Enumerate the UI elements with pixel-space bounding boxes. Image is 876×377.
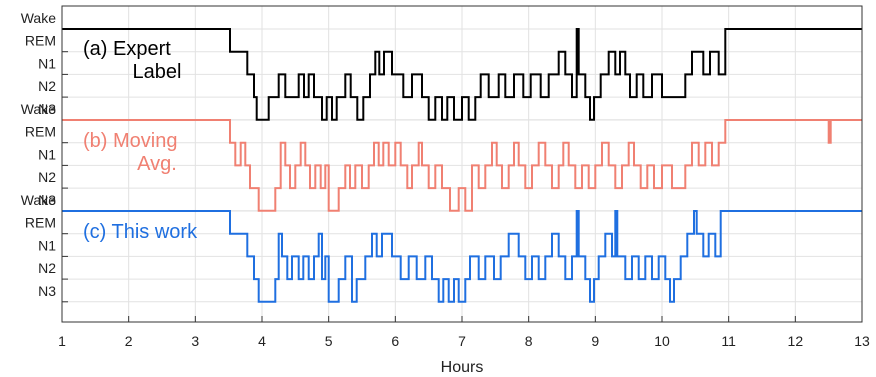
x-tick-label: 7 (458, 333, 466, 349)
x-tick-labels: 1 2 3 4 5 6 7 8 9 10 11 12 13 (58, 333, 870, 349)
x-tick-label: 2 (125, 333, 133, 349)
stage-label-n1: N1 (38, 237, 56, 253)
x-tick-label: 9 (591, 333, 599, 349)
stage-label-n2: N2 (38, 169, 56, 185)
x-axis-title: Hours (441, 359, 484, 376)
stage-label-n3: N3 (38, 283, 56, 299)
x-tick-label: 1 (58, 333, 66, 349)
x-tick-label: 12 (788, 333, 804, 349)
stage-label-wake: Wake (21, 101, 56, 117)
x-tick-label: 4 (258, 333, 266, 349)
grid (61, 6, 863, 322)
stage-label-rem: REM (25, 33, 56, 49)
stage-label-n2: N2 (38, 78, 56, 94)
x-tick-label: 11 (721, 333, 736, 349)
x-tick-label: 3 (191, 333, 199, 349)
panel-label-3: (c) This work (83, 221, 198, 243)
stage-label-wake: Wake (21, 192, 56, 208)
stage-label-rem: REM (25, 215, 56, 231)
stage-label-n3: N3 (38, 101, 56, 117)
panel-label-2: (b) Moving (83, 130, 177, 152)
x-tick-label: 5 (325, 333, 333, 349)
stage-label-n3: N3 (38, 192, 56, 208)
panel-label-1: (a) Expert (83, 38, 171, 60)
plot-frame (61, 5, 863, 323)
panel-label-1: Label (133, 61, 182, 83)
panel-label-2: Avg. (137, 153, 177, 175)
stage-label-wake: Wake (21, 10, 56, 26)
hypnogram-series-1 (62, 28, 862, 121)
hypnogram-series-2 (62, 119, 862, 212)
x-tick-label: 6 (391, 333, 399, 349)
x-tick-label: 13 (854, 333, 870, 349)
hypnogram-traces (62, 28, 862, 303)
stage-label-n1: N1 (38, 55, 56, 71)
hypnogram-series-3 (62, 210, 862, 303)
x-tick-label: 10 (654, 333, 670, 349)
x-tick-label: 8 (525, 333, 533, 349)
stage-label-rem: REM (25, 124, 56, 140)
stage-label-n1: N1 (38, 146, 56, 162)
stage-label-n2: N2 (38, 260, 56, 276)
